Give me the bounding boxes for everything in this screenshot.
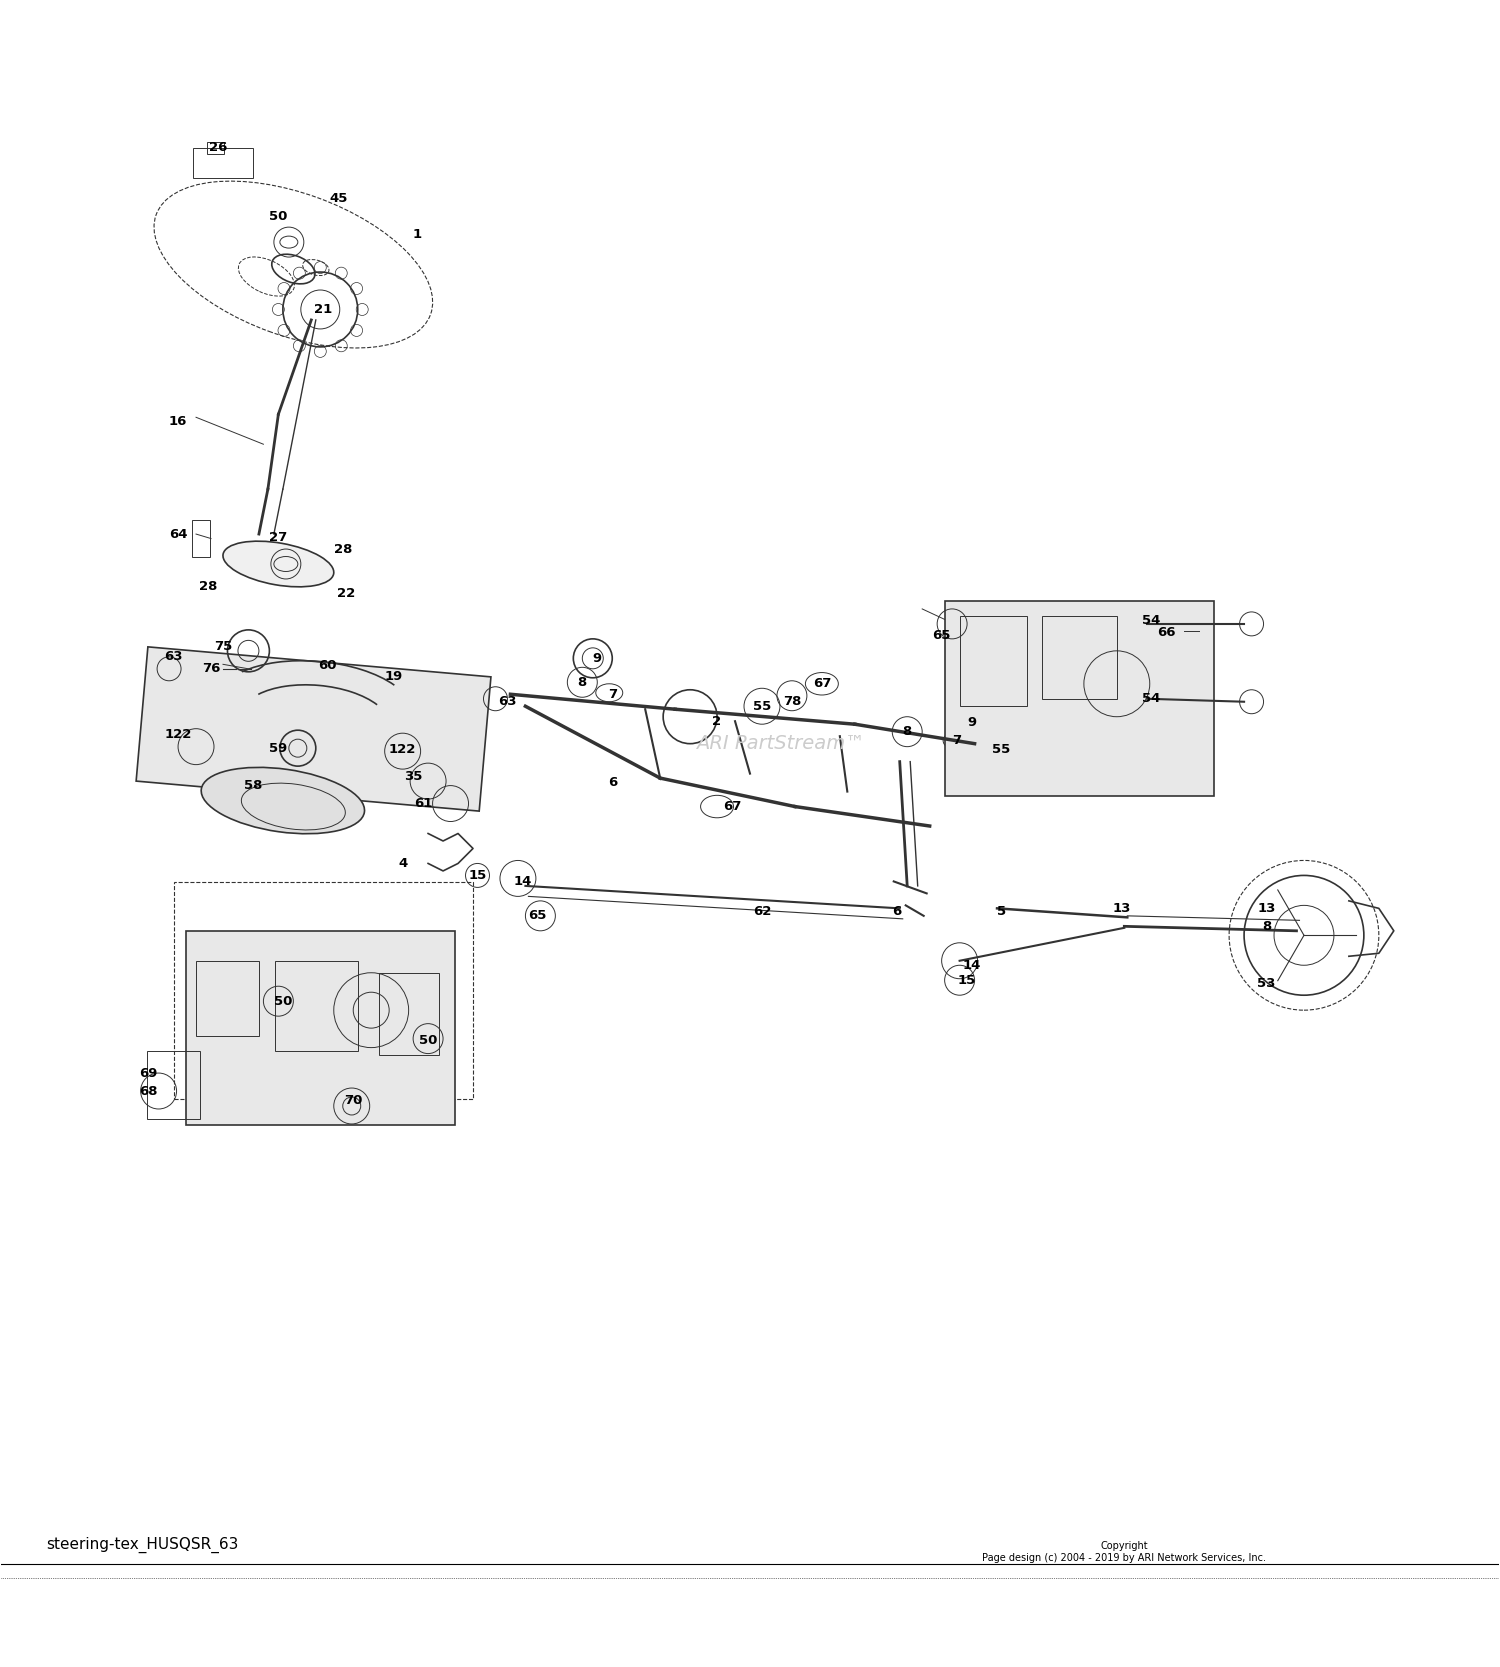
Text: 63: 63	[498, 695, 516, 708]
Bar	[192, 520, 210, 557]
Ellipse shape	[201, 767, 364, 834]
Text: 63: 63	[165, 650, 183, 663]
Text: 58: 58	[243, 778, 262, 792]
Text: 67: 67	[723, 800, 741, 813]
Text: 68: 68	[140, 1085, 158, 1097]
Text: 122: 122	[388, 743, 417, 757]
Text: 50: 50	[268, 210, 288, 223]
Text: 6: 6	[608, 777, 616, 788]
Text: 45: 45	[328, 192, 348, 205]
Bar	[147, 1052, 200, 1119]
Text: 61: 61	[414, 797, 434, 810]
Text: 2: 2	[712, 715, 722, 728]
Text: 13: 13	[1112, 902, 1131, 915]
Text: 9: 9	[968, 717, 976, 728]
Text: 76: 76	[202, 662, 220, 675]
Text: 59: 59	[270, 742, 288, 755]
Text: 7: 7	[952, 733, 962, 747]
Text: 53: 53	[1257, 977, 1275, 990]
Text: 75: 75	[214, 640, 232, 653]
Text: 28: 28	[333, 542, 352, 555]
Text: 54: 54	[1142, 615, 1161, 627]
Text: 62: 62	[753, 905, 771, 919]
Text: 60: 60	[318, 660, 338, 672]
Text: 9: 9	[592, 652, 602, 665]
Text: 14: 14	[513, 875, 531, 889]
Text: 54: 54	[1142, 692, 1161, 705]
Text: 78: 78	[783, 695, 801, 708]
Text: 65: 65	[933, 630, 951, 642]
Text: 19: 19	[384, 670, 404, 683]
Bar	[960, 617, 1028, 707]
Text: 122: 122	[165, 728, 192, 742]
Bar	[207, 142, 225, 153]
Bar	[136, 647, 490, 812]
Bar	[194, 148, 254, 178]
Text: 22: 22	[336, 587, 356, 600]
Text: 8: 8	[903, 725, 912, 738]
Text: 4: 4	[398, 857, 408, 870]
Text: 8: 8	[1262, 920, 1270, 934]
Text: 50: 50	[273, 995, 292, 1007]
Text: steering-tex_HUSQSR_63: steering-tex_HUSQSR_63	[46, 1537, 238, 1552]
Text: 8: 8	[578, 675, 586, 688]
Bar	[174, 882, 472, 1099]
Text: 1: 1	[413, 228, 422, 242]
Bar	[196, 960, 260, 1035]
Text: 5: 5	[998, 905, 1006, 919]
Text: 50: 50	[419, 1034, 438, 1047]
Text: 35: 35	[404, 770, 423, 783]
Text: 6: 6	[892, 905, 902, 919]
Text: 26: 26	[210, 142, 228, 155]
Bar	[378, 974, 438, 1055]
Text: 15: 15	[958, 974, 976, 987]
Text: 69: 69	[140, 1067, 158, 1080]
Text: 66: 66	[1156, 627, 1176, 640]
Text: 67: 67	[813, 677, 831, 690]
Bar	[1042, 617, 1118, 698]
Text: 55: 55	[993, 743, 1011, 757]
Text: 70: 70	[344, 1094, 363, 1107]
Text: 28: 28	[200, 580, 217, 593]
Text: Copyright
Page design (c) 2004 - 2019 by ARI Network Services, Inc.: Copyright Page design (c) 2004 - 2019 by…	[982, 1542, 1266, 1564]
Text: 64: 64	[170, 527, 188, 540]
Text: 7: 7	[608, 688, 616, 700]
Text: 21: 21	[314, 303, 333, 317]
Bar	[186, 930, 454, 1125]
Text: 16: 16	[170, 415, 188, 428]
Text: 14: 14	[963, 959, 981, 972]
Bar	[276, 960, 357, 1050]
Text: 55: 55	[753, 700, 771, 713]
Text: 27: 27	[270, 530, 288, 543]
Ellipse shape	[224, 542, 334, 587]
Bar	[945, 602, 1214, 797]
Text: 65: 65	[528, 909, 546, 922]
Text: 13: 13	[1257, 902, 1275, 915]
Text: 15: 15	[468, 869, 486, 882]
Text: ARI PartStream™: ARI PartStream™	[696, 733, 864, 753]
